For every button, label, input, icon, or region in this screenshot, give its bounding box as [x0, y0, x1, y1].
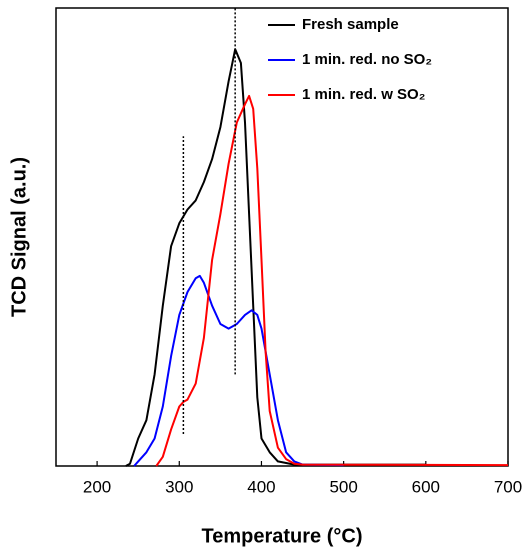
x-tick-label: 300: [165, 477, 193, 496]
x-tick-label: 200: [83, 477, 111, 496]
x-tick-label: 400: [247, 477, 275, 496]
series-line: [155, 94, 509, 467]
x-axis-label: Temperature (°C): [202, 525, 363, 547]
y-axis-label: TCD Signal (a.u.): [8, 157, 30, 317]
series-line: [133, 274, 344, 467]
legend-label: 1 min. red. no SO₂: [302, 51, 432, 68]
plot-frame: [55, 7, 509, 467]
x-tick-label: 600: [412, 477, 440, 496]
legend-label: Fresh sample: [302, 16, 399, 33]
x-tick-label: 500: [329, 477, 357, 496]
x-tick-label: 700: [494, 477, 522, 496]
series-line: [125, 48, 426, 467]
legend-label: 1 min. red. w SO₂: [302, 86, 425, 103]
